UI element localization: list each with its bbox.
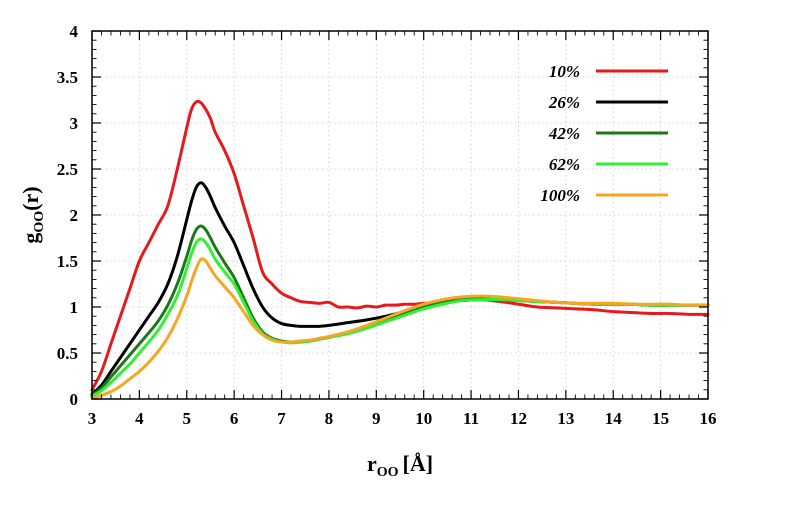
- x-tick-label: 7: [277, 409, 286, 428]
- x-tick-labels: 3 4 5 6 7 8 9 10 11 12 13 14 15 16: [88, 409, 717, 428]
- legend: 10% 26% 42% 62% 100%: [540, 62, 668, 205]
- series-line-2: [90, 181, 710, 396]
- y-tick-label: 3.5: [57, 68, 78, 87]
- y-tick-label: 4: [70, 22, 79, 41]
- y-tick-label: 3: [70, 114, 79, 133]
- x-tick-label: 11: [463, 409, 479, 428]
- y-axis-label: gOO(r): [18, 186, 47, 243]
- legend-label-2: 26%: [548, 93, 580, 112]
- x-tick-label: 10: [415, 409, 432, 428]
- legend-label-1: 10%: [549, 62, 580, 81]
- y-tick-label: 2.5: [57, 160, 78, 179]
- y-tick-labels: 0 0.5 1 1.5 2 2.5 3 3.5 4: [57, 22, 79, 409]
- series-line-1: [90, 99, 710, 392]
- y-tick-label: 0.5: [57, 344, 78, 363]
- series-group: [90, 99, 710, 400]
- y-axis-label-sub: OO: [32, 211, 47, 233]
- x-tick-label: 5: [183, 409, 192, 428]
- x-axis-label-sub: OO: [377, 465, 399, 480]
- x-axis-label-unit: [Å]: [403, 451, 434, 476]
- x-tick-label: 9: [372, 409, 381, 428]
- x-axis-label: rOO [Å]: [367, 451, 433, 480]
- legend-label-5: 100%: [540, 186, 580, 205]
- y-tick-label: 1.5: [57, 252, 78, 271]
- grid: [92, 31, 708, 399]
- plot-frame: [91, 30, 709, 400]
- ticks: [91, 30, 709, 400]
- x-tick-label: 13: [557, 409, 574, 428]
- x-tick-label: 16: [700, 409, 717, 428]
- x-tick-label: 15: [652, 409, 669, 428]
- y-tick-label: 2: [70, 206, 79, 225]
- x-axis-label-main: r: [367, 451, 377, 476]
- y-axis-label-suffix: (r): [18, 186, 43, 210]
- x-tick-label: 8: [325, 409, 334, 428]
- x-tick-label: 12: [510, 409, 527, 428]
- legend-label-4: 62%: [549, 155, 580, 174]
- legend-label-3: 42%: [548, 124, 580, 143]
- y-tick-label: 1: [70, 298, 79, 317]
- x-tick-label: 3: [88, 409, 97, 428]
- x-tick-label: 4: [135, 409, 144, 428]
- series-line-5: [90, 257, 710, 400]
- y-axis-label-main: g: [18, 233, 43, 244]
- y-tick-label: 0: [70, 390, 79, 409]
- x-tick-label: 6: [230, 409, 239, 428]
- x-tick-label: 14: [605, 409, 623, 428]
